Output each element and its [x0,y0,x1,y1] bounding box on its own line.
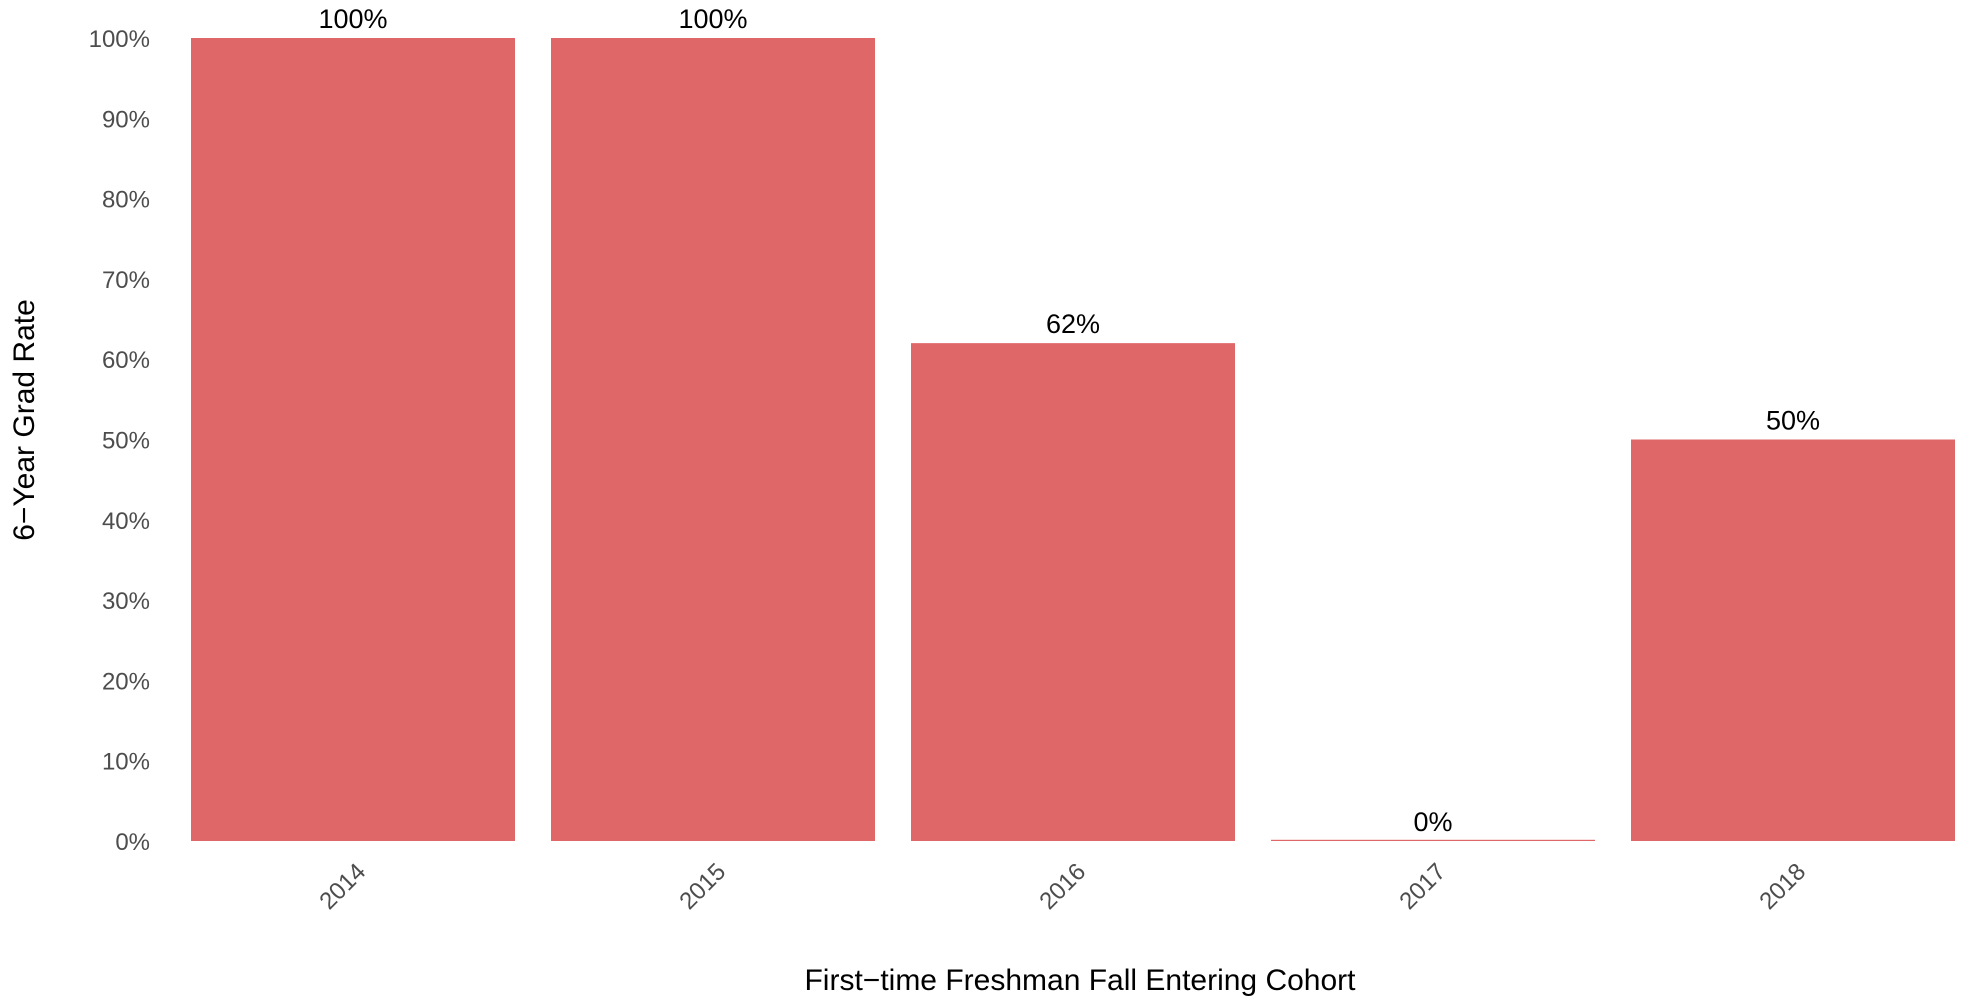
y-tick-label: 90% [102,106,150,133]
y-tick-label: 40% [102,508,150,535]
bar [551,38,875,841]
bar-value-label: 100% [678,4,747,34]
y-axis-ticks: 0% 10% 20% 30% 40% 50% 60% 70% 80% 90% 100% [89,26,150,856]
bar-value-label: 62% [1046,309,1100,339]
bar-value-label: 100% [318,4,387,34]
y-tick-label: 70% [102,267,150,294]
x-tick-label: 2015 [674,858,731,915]
y-tick-label: 20% [102,668,150,695]
y-axis-title: 6−Year Grad Rate [8,299,41,541]
bar [911,343,1235,841]
y-tick-label: 0% [115,829,150,856]
x-axis-title: First−time Freshman Fall Entering Cohort [804,964,1356,997]
x-axis-ticks: 2014 2015 2016 2017 2018 [314,858,1811,915]
bar [1631,439,1955,841]
bar [1271,839,1595,841]
y-tick-label: 100% [89,26,150,53]
y-tick-label: 50% [102,428,150,455]
x-tick-label: 2017 [1394,858,1451,915]
x-tick-label: 2014 [314,858,371,915]
bar [191,38,515,841]
bar-value-label: 50% [1766,406,1820,436]
bar-value-label: 0% [1413,807,1452,837]
y-tick-label: 80% [102,187,150,214]
y-tick-label: 60% [102,347,150,374]
bars: 100% 100% 62% 0% 50% [191,4,1955,841]
x-tick-label: 2018 [1754,858,1811,915]
y-tick-label: 10% [102,749,150,776]
x-tick-label: 2016 [1034,858,1091,915]
y-tick-label: 30% [102,588,150,615]
